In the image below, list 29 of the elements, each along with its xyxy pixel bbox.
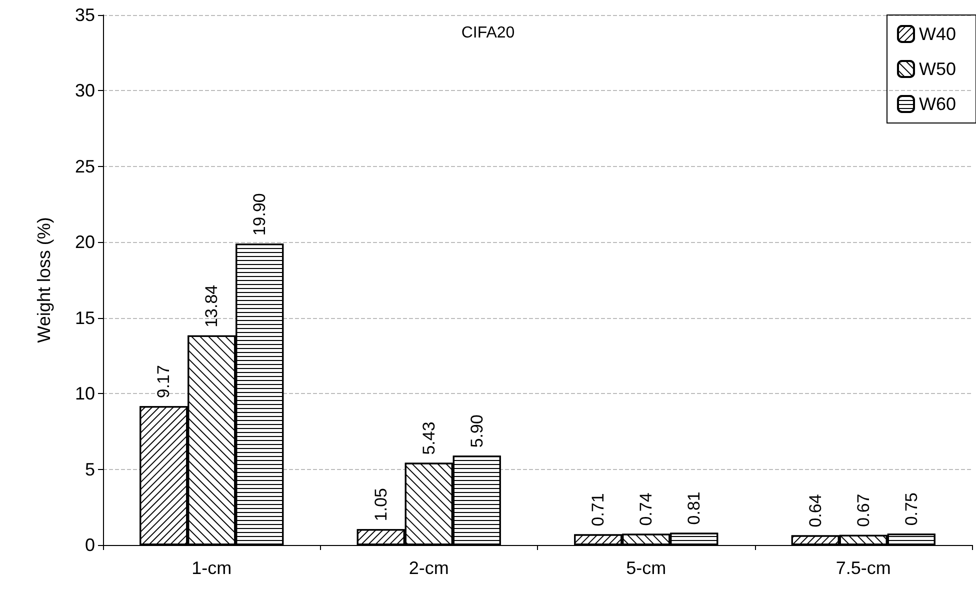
legend-label: W50 (918, 59, 956, 79)
data-label: 5.43 (419, 422, 438, 455)
y-tick-label: 20 (74, 232, 95, 252)
data-label: 9.17 (154, 365, 174, 398)
data-label: 0.81 (684, 492, 704, 525)
text: CIFA20 (461, 24, 515, 42)
x-tick-label: 5-cm (626, 558, 666, 578)
data-label: 0.64 (806, 494, 825, 528)
y-tick-label: 25 (74, 156, 95, 176)
y-tick-label: 0 (84, 535, 95, 555)
data-label: 5.90 (467, 414, 486, 448)
y-tick-label: 35 (74, 5, 95, 25)
legend-label: W60 (918, 94, 956, 114)
data-label: 19.90 (250, 193, 270, 236)
data-label: 0.67 (854, 494, 873, 527)
x-tick-label: 7.5-cm (836, 558, 891, 578)
data-label: 0.71 (588, 493, 608, 526)
y-tick-label: 15 (74, 308, 95, 328)
legend-label: W40 (918, 24, 956, 44)
data-label: 0.74 (636, 492, 656, 526)
data-label: 1.05 (371, 488, 390, 522)
x-tick-label: 2-cm (408, 558, 449, 578)
data-label: 0.75 (902, 492, 921, 526)
y-tick-label: 10 (74, 384, 95, 404)
y-tick-label: 5 (84, 459, 95, 480)
y-axis-title: Weight loss (%) (34, 217, 54, 343)
y-tick-label: 30 (74, 80, 95, 101)
data-label: 13.84 (202, 284, 222, 328)
x-tick-label: 1-cm (192, 558, 232, 578)
